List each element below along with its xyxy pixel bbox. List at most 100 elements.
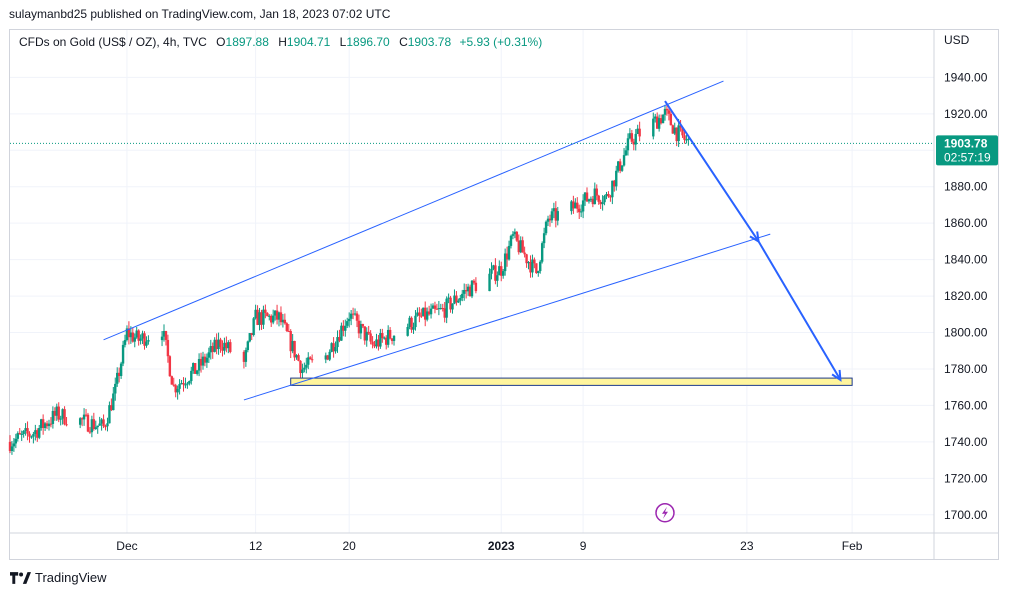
candle-body (110, 405, 113, 411)
publish-info: sulaymanbd25 published on TradingView.co… (9, 7, 391, 21)
candle-body (550, 211, 554, 221)
time-tick-label: 20 (343, 539, 357, 553)
candle-body (121, 344, 125, 364)
tradingview-logo-icon (10, 571, 31, 584)
candle-body (174, 385, 177, 393)
candle-body (65, 424, 68, 426)
price-tick-label: 1940.00 (944, 70, 988, 84)
candle-body (227, 342, 230, 349)
candle-body (94, 427, 97, 430)
candle-body (211, 346, 214, 352)
candle-body (677, 125, 680, 142)
candle-body (195, 370, 199, 374)
candle-body (197, 358, 201, 371)
candle-body (433, 305, 437, 309)
high-label: H (278, 35, 287, 49)
candle-body (252, 318, 255, 336)
price-tick-label: 1860.00 (944, 216, 988, 230)
candle-body (488, 273, 491, 292)
candle-body (667, 110, 671, 114)
open-label: O (216, 35, 226, 49)
candle-body (88, 431, 92, 433)
candle-body (371, 341, 374, 345)
candle-body (114, 383, 117, 394)
candle-body (256, 309, 259, 325)
candle-body (589, 198, 593, 200)
candle-body (410, 317, 413, 330)
drawings[interactable] (103, 80, 853, 401)
candle-body (275, 310, 279, 320)
candle-body (468, 286, 472, 297)
candle-body (260, 312, 263, 325)
candle-body (583, 192, 587, 201)
candle-body (10, 446, 14, 451)
price-axis[interactable]: 1700.00 1720.00 1740.00 1760.00 1780.00 1800.… (933, 30, 988, 560)
candle-body (100, 419, 103, 424)
candle-body (537, 271, 540, 274)
candle-body (385, 337, 388, 345)
candle-body (451, 303, 454, 310)
candle-body (305, 364, 308, 368)
candle-body (525, 254, 528, 264)
candle-body (507, 245, 511, 260)
upper-channel-line (103, 80, 724, 341)
candle-body (369, 333, 372, 342)
candle-body (295, 355, 298, 358)
close-value: 1903.78 (407, 35, 452, 49)
candle-body (51, 410, 55, 424)
candle-body (38, 428, 41, 438)
candle-body (500, 266, 503, 276)
candle-body (168, 356, 172, 377)
currency-label: USD (944, 33, 970, 47)
candle-body (264, 309, 267, 313)
candle-body (225, 342, 228, 349)
candle-body (546, 218, 550, 222)
candle-body (61, 409, 64, 419)
candle-body (367, 331, 370, 334)
support-zone (290, 377, 853, 386)
candle-body (271, 315, 275, 323)
candle-body (511, 234, 515, 236)
candle-body (422, 307, 425, 316)
candle-body (519, 240, 522, 253)
candle-body (28, 433, 31, 437)
price-tick-label: 1840.00 (944, 253, 988, 267)
candle-body (207, 352, 211, 358)
candle-body (248, 333, 251, 342)
candle-body (359, 324, 363, 334)
candle-body (135, 330, 138, 338)
candle-body (652, 118, 655, 137)
candle-body (457, 300, 460, 303)
candle-body (636, 128, 639, 135)
candle-body (57, 406, 60, 420)
candle-body (634, 134, 637, 145)
time-tick-label: Dec (116, 539, 137, 553)
candle-body (342, 325, 345, 331)
candle-body (617, 161, 620, 171)
footer-brand[interactable]: TradingView (10, 570, 107, 585)
candle-body (463, 290, 466, 294)
candle-body (346, 321, 349, 326)
candle-body (108, 405, 111, 424)
candle-body (145, 341, 148, 346)
candle-body (570, 201, 573, 212)
candle-body (141, 333, 144, 339)
candle-body (246, 341, 250, 351)
lightning-icon[interactable] (655, 503, 675, 523)
candle-body (12, 443, 16, 447)
candle-body (383, 337, 386, 339)
time-tick-label: 23 (740, 539, 754, 553)
candle-body (217, 339, 220, 350)
candle-body (509, 235, 513, 246)
candle-body (675, 127, 678, 142)
candle-body (119, 363, 123, 376)
candle-body (309, 357, 312, 360)
time-axis[interactable]: Dec 12 20 2023 9 23 Feb (10, 532, 998, 553)
candle-body (591, 198, 595, 205)
candle-body (279, 312, 283, 323)
candle-body (470, 280, 474, 297)
price-tick-label: 1780.00 (944, 362, 988, 376)
candle-body (287, 330, 290, 332)
candle-body (291, 340, 294, 352)
